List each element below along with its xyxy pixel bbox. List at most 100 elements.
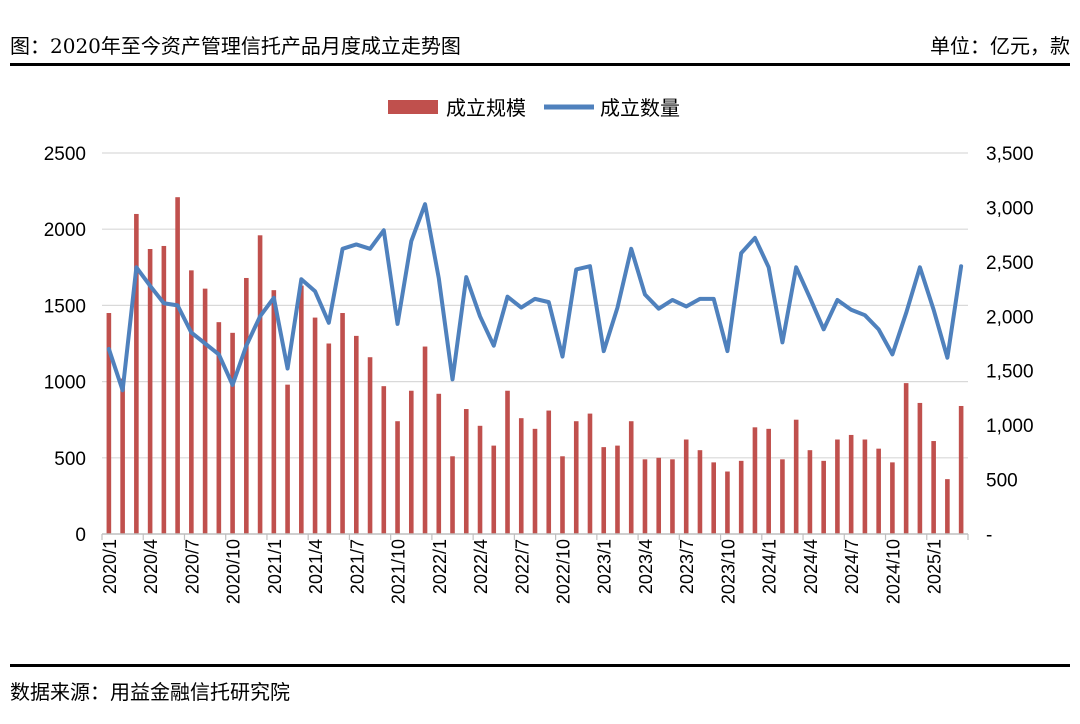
bar: [587, 413, 593, 534]
y-left-tick-label: 1500: [44, 296, 86, 317]
bar: [628, 421, 634, 534]
bar-series: [106, 197, 964, 535]
x-tick-label: 2022/10: [553, 539, 573, 604]
page-title: 图：2020年至今资产管理信托产品月度成立走势图: [10, 34, 461, 58]
bar: [381, 386, 387, 534]
line-path: [106, 202, 964, 393]
bar: [450, 456, 455, 534]
left-axis-ticks: 0 500 1000 1500 2000 2500: [44, 144, 86, 546]
bar: [573, 421, 579, 534]
bar: [408, 390, 414, 534]
bar: [917, 402, 923, 534]
unit-label: 单位：亿元，款: [930, 34, 1070, 58]
bar: [271, 290, 277, 534]
x-tick-label: 2021/1: [265, 539, 285, 594]
bar: [161, 245, 167, 534]
axes: [101, 533, 969, 540]
bar: [642, 459, 648, 534]
y-right-tick-label: 1,000: [986, 416, 1034, 437]
bar: [560, 456, 565, 534]
bar: [189, 270, 194, 534]
y-right-tick-label: 2,000: [986, 307, 1034, 328]
bar: [738, 460, 744, 534]
bar: [175, 197, 180, 534]
bar: [395, 421, 400, 534]
y-left-tick-label: 2000: [44, 220, 86, 241]
bar: [230, 332, 235, 534]
bar: [945, 479, 950, 534]
chart: 0 500 1000 1500 2000 2500 - 500 1,000 1,500 2,000…: [44, 97, 1034, 604]
bar: [793, 419, 799, 534]
x-tick-label: 2020/4: [141, 539, 161, 594]
source-note: 数据来源：用益金融信托研究院: [10, 680, 290, 704]
top-rule: [10, 63, 1070, 66]
bar: [354, 335, 359, 534]
bar: [367, 357, 373, 534]
bar: [463, 409, 469, 534]
x-tick-label: 2020/7: [182, 539, 202, 594]
bar: [546, 410, 552, 534]
legend-label-line: 成立数量: [600, 97, 680, 120]
legend-swatch-bar: [388, 100, 438, 114]
bar: [257, 235, 263, 535]
bar: [505, 390, 510, 534]
bar: [683, 439, 689, 534]
x-tick-label: 2021/7: [347, 539, 367, 594]
y-right-tick-label: 3,000: [986, 198, 1034, 219]
bar: [890, 462, 895, 534]
header: 图：2020年至今资产管理信托产品月度成立走势图 单位：亿元，款: [10, 22, 1070, 62]
x-tick-label: 2023/1: [595, 539, 615, 594]
x-tick-label: 2020/10: [224, 539, 244, 604]
bar: [725, 471, 730, 534]
bar: [711, 462, 716, 534]
bar: [958, 405, 964, 534]
x-tick-label: 2024/1: [760, 539, 780, 594]
right-axis-ticks: - 500 1,000 1,500 2,000 2,500 3,000 3,500: [986, 144, 1034, 546]
x-tick-label: 2021/4: [306, 539, 326, 594]
bar: [697, 450, 703, 534]
line-series: [106, 202, 964, 393]
y-right-tick-label: 1,500: [986, 362, 1034, 383]
bar: [862, 439, 868, 534]
bar: [106, 313, 112, 534]
bar: [299, 285, 304, 534]
bar: [670, 459, 675, 534]
x-tick-label: 2025/1: [925, 539, 945, 594]
bar: [601, 447, 607, 534]
bar: [615, 445, 620, 534]
bar: [780, 459, 785, 534]
y-left-tick-label: 1000: [44, 373, 86, 394]
x-axis-ticks: 2020/1 2020/4 2020/7 2020/10 2021/1 2021/4 202…: [100, 539, 945, 604]
bar: [876, 448, 881, 534]
bar: [931, 441, 936, 534]
x-tick-label: 2021/10: [389, 539, 409, 604]
bar: [766, 428, 771, 534]
bar: [848, 434, 854, 534]
y-right-tick-label: 500: [986, 471, 1018, 492]
x-tick-label: 2023/4: [636, 539, 656, 594]
bar: [807, 450, 813, 534]
bar: [835, 439, 840, 534]
x-tick-label: 2020/1: [100, 539, 120, 594]
legend: 成立规模 成立数量: [388, 97, 680, 120]
bar: [312, 317, 318, 534]
x-tick-label: 2022/1: [430, 539, 450, 594]
bar: [532, 428, 538, 534]
x-tick-label: 2024/10: [883, 539, 903, 604]
bar: [120, 378, 125, 534]
x-tick-label: 2022/7: [512, 539, 532, 594]
bar: [477, 425, 483, 534]
bar: [285, 384, 290, 534]
bar: [752, 427, 758, 534]
y-left-tick-label: 2500: [44, 144, 86, 165]
bar: [821, 460, 826, 534]
y-right-tick-label: -: [986, 525, 992, 546]
y-left-tick-label: 0: [75, 525, 86, 546]
bar: [340, 313, 345, 534]
x-tick-label: 2023/10: [718, 539, 738, 604]
bar: [436, 393, 442, 534]
bar: [216, 322, 222, 534]
bar: [202, 288, 208, 534]
legend-label-bar: 成立规模: [446, 97, 526, 120]
y-left-tick-label: 500: [54, 449, 86, 470]
